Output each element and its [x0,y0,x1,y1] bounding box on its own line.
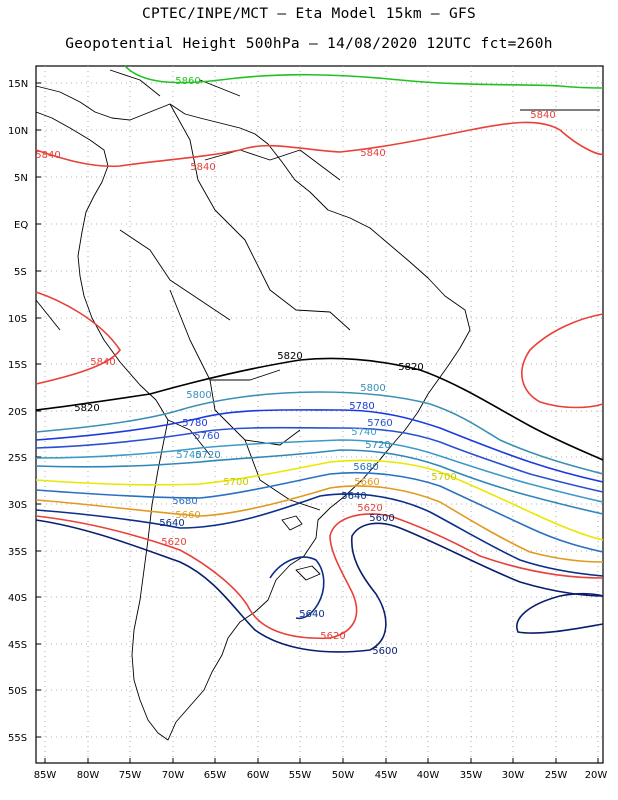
contour-label: 5680 [353,462,378,473]
contour-5720 [35,449,604,515]
lat-lon-grid [36,66,603,763]
contour-label: 5600 [372,646,397,657]
contour-label: 5740 [351,427,376,438]
lon-label: 75W [119,770,142,781]
lon-label: 35W [460,770,483,781]
lon-label: 55W [289,770,312,781]
lon-label: 20W [585,770,608,781]
contour-5600-east-loop [516,592,604,634]
contour-label: 5840 [190,162,215,173]
lat-label: EQ [14,220,28,231]
lat-label: 50S [8,686,27,697]
contour-5740 [35,439,604,503]
contour-label: 5840 [530,110,555,121]
lat-label: 5S [14,267,27,278]
contour-label: 5600 [369,513,394,524]
contour-5640-loop [269,556,325,620]
contours [35,65,604,653]
contour-5780 [35,409,604,483]
chart-title-line2: Geopotential Height 500hPa – 14/08/2020 … [65,36,553,52]
map-frame [35,65,604,764]
lat-label: 45S [8,640,27,651]
lon-label: 25W [545,770,568,781]
contour-label: 5840 [360,148,385,159]
contour-label: 5640 [159,518,184,529]
contour-label: 5700 [431,472,456,483]
country-borders [119,103,351,511]
contour-5800 [35,391,604,475]
contour-label: 5820 [277,351,302,362]
contour-label: 5780 [349,401,374,412]
lat-label: 15S [8,360,27,371]
contour-label: 5620 [161,537,186,548]
contour-label: 5800 [186,390,211,401]
lon-label: 50W [332,770,355,781]
lat-label: 25S [8,453,27,464]
lon-label: 45W [375,770,398,781]
contour-label: 5800 [360,383,385,394]
contour-label: 5780 [182,418,207,429]
contour-labels: 5860 5840 5840 5840 5840 5840 5820 5820 … [35,76,555,657]
lat-label: 40S [8,593,27,604]
lon-label: 80W [77,770,100,781]
lon-label: 85W [34,770,57,781]
contour-5840-east-loop [521,313,604,409]
contour-5640 [35,493,604,577]
island-uruguay [281,515,303,531]
lat-label: 35S [8,547,27,558]
lat-label: 20S [8,407,27,418]
lat-label: 55S [8,733,27,744]
contour-5840-west [35,291,121,385]
contour-5620 [35,513,604,640]
south-america-coastline [35,85,471,741]
contour-label: 5760 [367,418,392,429]
contour-label: 5640 [341,491,366,502]
contour-label: 5620 [320,631,345,642]
lat-label: 30S [8,500,27,511]
contour-label: 5740 [176,450,201,461]
contour-label: 5840 [90,357,115,368]
lon-label: 60W [247,770,270,781]
contour-5660 [35,485,604,563]
lon-label: 30W [502,770,525,781]
contour-label: 5660 [175,510,200,521]
lat-labels: 15N 10N 5N EQ 5S 10S 15S 20S 25S 30S 35S… [8,79,28,744]
contour-label: 5700 [223,477,248,488]
contour-5700 [35,459,604,541]
contour-label: 5620 [357,503,382,514]
contour-label: 5760 [194,431,219,442]
lon-label: 40W [417,770,440,781]
contour-label: 5820 [398,362,423,373]
lon-label: 70W [162,770,185,781]
contour-5840-north [35,121,604,168]
contour-label: 5680 [172,496,197,507]
lat-label: 5N [14,173,28,184]
contour-label: 5840 [35,150,60,161]
contour-label: 5660 [354,477,379,488]
falklands [295,565,321,581]
gulf-coast [35,69,600,331]
lon-labels: 85W 80W 75W 70W 65W 60W 55W 50W 45W 40W … [34,770,608,781]
lon-label: 65W [204,770,227,781]
contour-5820 [35,357,604,461]
coastlines [35,69,600,741]
chart-title-line1: CPTEC/INPE/MCT – Eta Model 15km – GFS [141,6,477,22]
lat-label: 10N [8,126,28,137]
contour-5600-south [35,519,604,653]
lat-label: 15N [8,79,28,90]
contour-label: 5640 [299,609,324,620]
contour-5860 [124,65,604,89]
contour-label: 5720 [195,450,220,461]
axis-ticks [36,82,599,763]
contour-label: 5720 [365,440,390,451]
contour-5760 [35,426,604,493]
lat-label: 10S [8,314,27,325]
contour-label: 5860 [175,76,200,87]
contour-label: 5820 [74,403,99,414]
contour-5680 [35,471,604,553]
